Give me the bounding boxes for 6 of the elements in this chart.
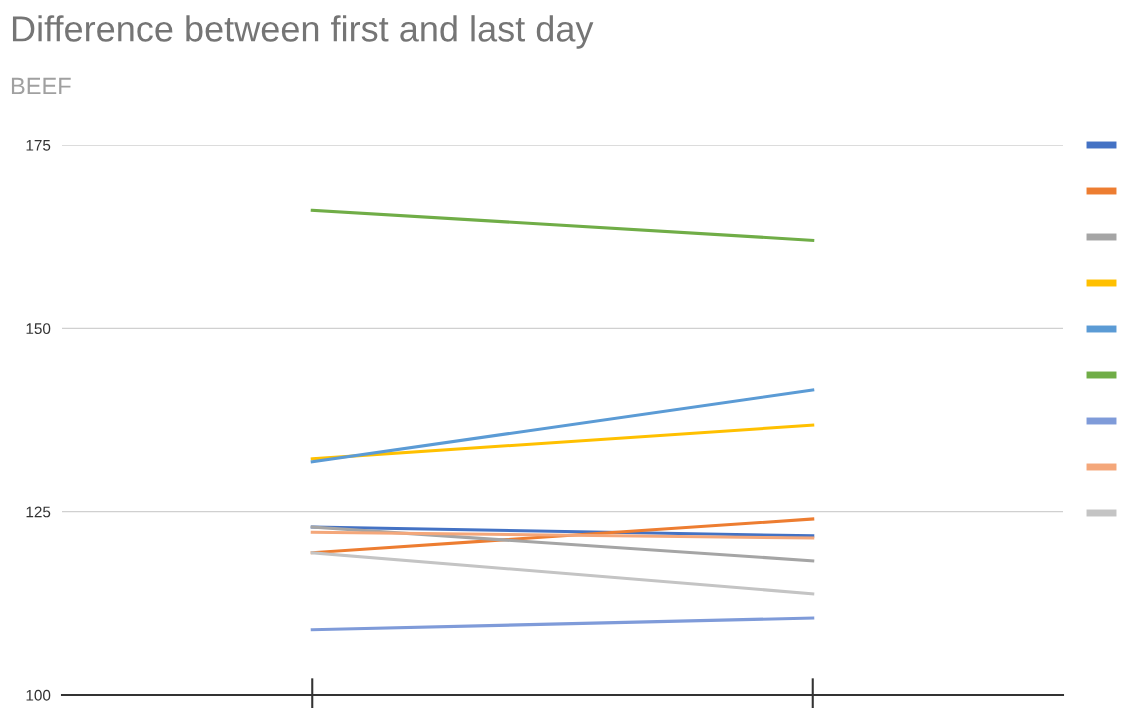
y-tick-label: 175 (26, 140, 51, 151)
chart-subtitle: BEEF (11, 77, 71, 95)
chart-title: Difference between first and last day (12, 15, 594, 49)
y-tick-label: 100 (26, 689, 51, 701)
y-tick-label: 150 (26, 323, 51, 335)
y-tick-label: 125 (26, 506, 51, 518)
